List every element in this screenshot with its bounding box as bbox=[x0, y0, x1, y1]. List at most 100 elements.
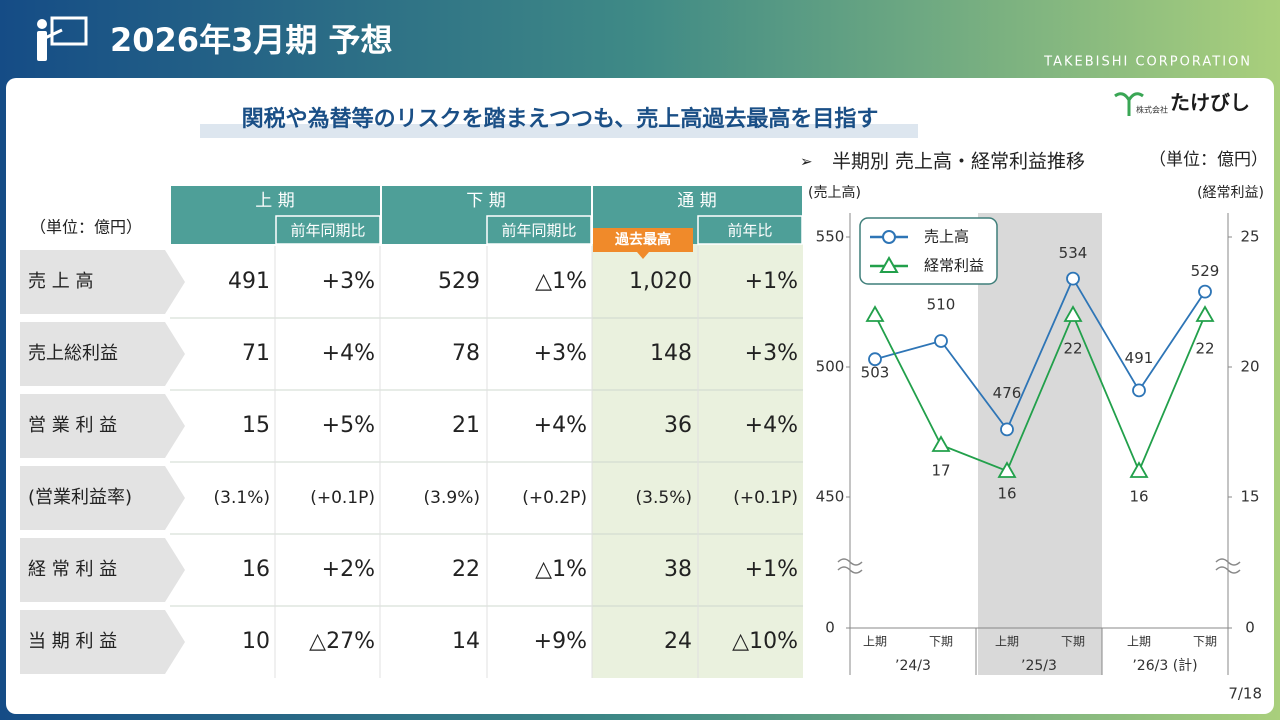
y-axis-label: (売上高) bbox=[808, 184, 861, 201]
cell: 24 bbox=[664, 629, 692, 654]
cell: △27% bbox=[309, 629, 375, 654]
marker bbox=[997, 461, 1017, 478]
subheader-cell bbox=[486, 215, 592, 245]
marker bbox=[1129, 461, 1149, 478]
x-tick-label: 上期 bbox=[995, 635, 1019, 649]
y2-axis-label: (経常利益) bbox=[1197, 185, 1264, 201]
logo: 株式会社 たけびし bbox=[1114, 91, 1250, 116]
marker bbox=[1066, 271, 1080, 286]
cell: △10% bbox=[732, 629, 798, 654]
y-tick-label: 550 bbox=[816, 228, 845, 246]
axis-break bbox=[837, 566, 863, 574]
cell: 78 bbox=[452, 341, 480, 366]
cell: (3.9%) bbox=[424, 488, 480, 508]
marker bbox=[1000, 422, 1014, 437]
group-label: ’25/3 bbox=[1021, 658, 1057, 674]
x-tick-label: 下期 bbox=[1193, 635, 1217, 649]
axis-break bbox=[837, 558, 863, 566]
subheader-label: 前年同期比 bbox=[290, 222, 365, 240]
axis-break bbox=[1215, 558, 1241, 566]
cell: +1% bbox=[745, 557, 798, 582]
marker bbox=[1198, 284, 1212, 299]
group-label: ’24/3 bbox=[895, 658, 931, 674]
cell: +5% bbox=[322, 413, 375, 438]
marker bbox=[1132, 383, 1146, 398]
logo-text: たけびし bbox=[1170, 91, 1250, 115]
row-label: (営業利益率) bbox=[28, 487, 132, 508]
row-label-bg bbox=[20, 394, 185, 458]
cell: (3.1%) bbox=[214, 488, 270, 508]
cell: 16 bbox=[242, 557, 270, 582]
cell: +2% bbox=[322, 557, 375, 582]
row-label-bg bbox=[20, 538, 185, 602]
data-label: 529 bbox=[1191, 262, 1220, 280]
data-label: 22 bbox=[1063, 340, 1082, 358]
subheader-label: 前年比 bbox=[727, 222, 772, 240]
cell: 36 bbox=[664, 413, 692, 438]
subtitle-underline bbox=[200, 124, 918, 138]
cell: 15 bbox=[242, 413, 270, 438]
cell: (+0.2P) bbox=[522, 488, 587, 508]
table-unit: （単位：億円） bbox=[30, 218, 142, 237]
cell: 1,020 bbox=[629, 269, 692, 294]
y2-tick-label: 20 bbox=[1240, 358, 1259, 376]
data-label: 16 bbox=[997, 485, 1016, 503]
subheader-label: 前年同期比 bbox=[501, 222, 576, 240]
group-label: ’26/3 (計) bbox=[1132, 658, 1197, 674]
logo-small: 株式会社 bbox=[1136, 105, 1168, 115]
x-tick-label: 上期 bbox=[863, 635, 887, 649]
data-label: 16 bbox=[1129, 488, 1148, 506]
legend-label: 売上高 bbox=[924, 228, 969, 246]
y2-tick-label: 15 bbox=[1240, 488, 1259, 506]
cell: 38 bbox=[664, 557, 692, 582]
cell: +3% bbox=[534, 341, 587, 366]
data-label: 17 bbox=[931, 462, 950, 480]
marker bbox=[1195, 305, 1215, 322]
row-label-bg bbox=[20, 466, 185, 530]
marker bbox=[868, 352, 882, 367]
data-label: 476 bbox=[993, 384, 1022, 402]
subheader-cell bbox=[275, 215, 381, 245]
page-number: 7/18 bbox=[1228, 685, 1262, 703]
marker bbox=[934, 334, 948, 348]
y-tick-label: 500 bbox=[816, 358, 845, 376]
cell: +3% bbox=[745, 341, 798, 366]
data-label: 534 bbox=[1059, 244, 1088, 262]
title: 2026年3月期 予想 bbox=[110, 21, 392, 59]
marker bbox=[1063, 305, 1083, 322]
cell: (+0.1P) bbox=[733, 488, 798, 508]
marker bbox=[865, 305, 885, 322]
row-label-bg bbox=[20, 250, 185, 314]
row-label: 当 期 利 益 bbox=[28, 631, 117, 652]
cell: 529 bbox=[438, 269, 480, 294]
legend-marker bbox=[879, 255, 899, 273]
series-line bbox=[874, 276, 1206, 432]
row-label-bg bbox=[20, 322, 185, 386]
badge bbox=[593, 228, 693, 259]
company: TAKEBISHI CORPORATION bbox=[1043, 55, 1252, 70]
cell: +4% bbox=[322, 341, 375, 366]
data-label: 22 bbox=[1195, 340, 1214, 358]
badge-label: 過去最高 bbox=[614, 231, 671, 248]
cell: (3.5%) bbox=[636, 488, 692, 508]
legend-label: 経常利益 bbox=[924, 257, 984, 275]
row-label: 売 上 高 bbox=[28, 271, 93, 292]
subtitle: 関税や為替等のリスクを踏まえつつも、売上高過去最高を目指す bbox=[242, 106, 879, 132]
row-label: 営 業 利 益 bbox=[28, 415, 117, 436]
data-label: 503 bbox=[861, 364, 890, 382]
cell: 22 bbox=[452, 557, 480, 582]
row-label-bg bbox=[20, 610, 185, 674]
bullet: ➢ bbox=[800, 153, 813, 171]
cell: 491 bbox=[228, 269, 270, 294]
chart-title: 半期別 売上高・経常利益推移 bbox=[832, 151, 1085, 173]
row-label: 売上総利益 bbox=[28, 343, 118, 364]
presenter-icon bbox=[37, 16, 88, 61]
cell: △1% bbox=[535, 557, 587, 582]
y-tick-label: 450 bbox=[816, 488, 845, 506]
x-tick-label: 上期 bbox=[1127, 635, 1151, 649]
cell: △1% bbox=[535, 269, 587, 294]
series-line bbox=[874, 312, 1206, 474]
y2-tick-label: 0 bbox=[1245, 619, 1255, 637]
y-tick-label: 0 bbox=[825, 619, 835, 637]
